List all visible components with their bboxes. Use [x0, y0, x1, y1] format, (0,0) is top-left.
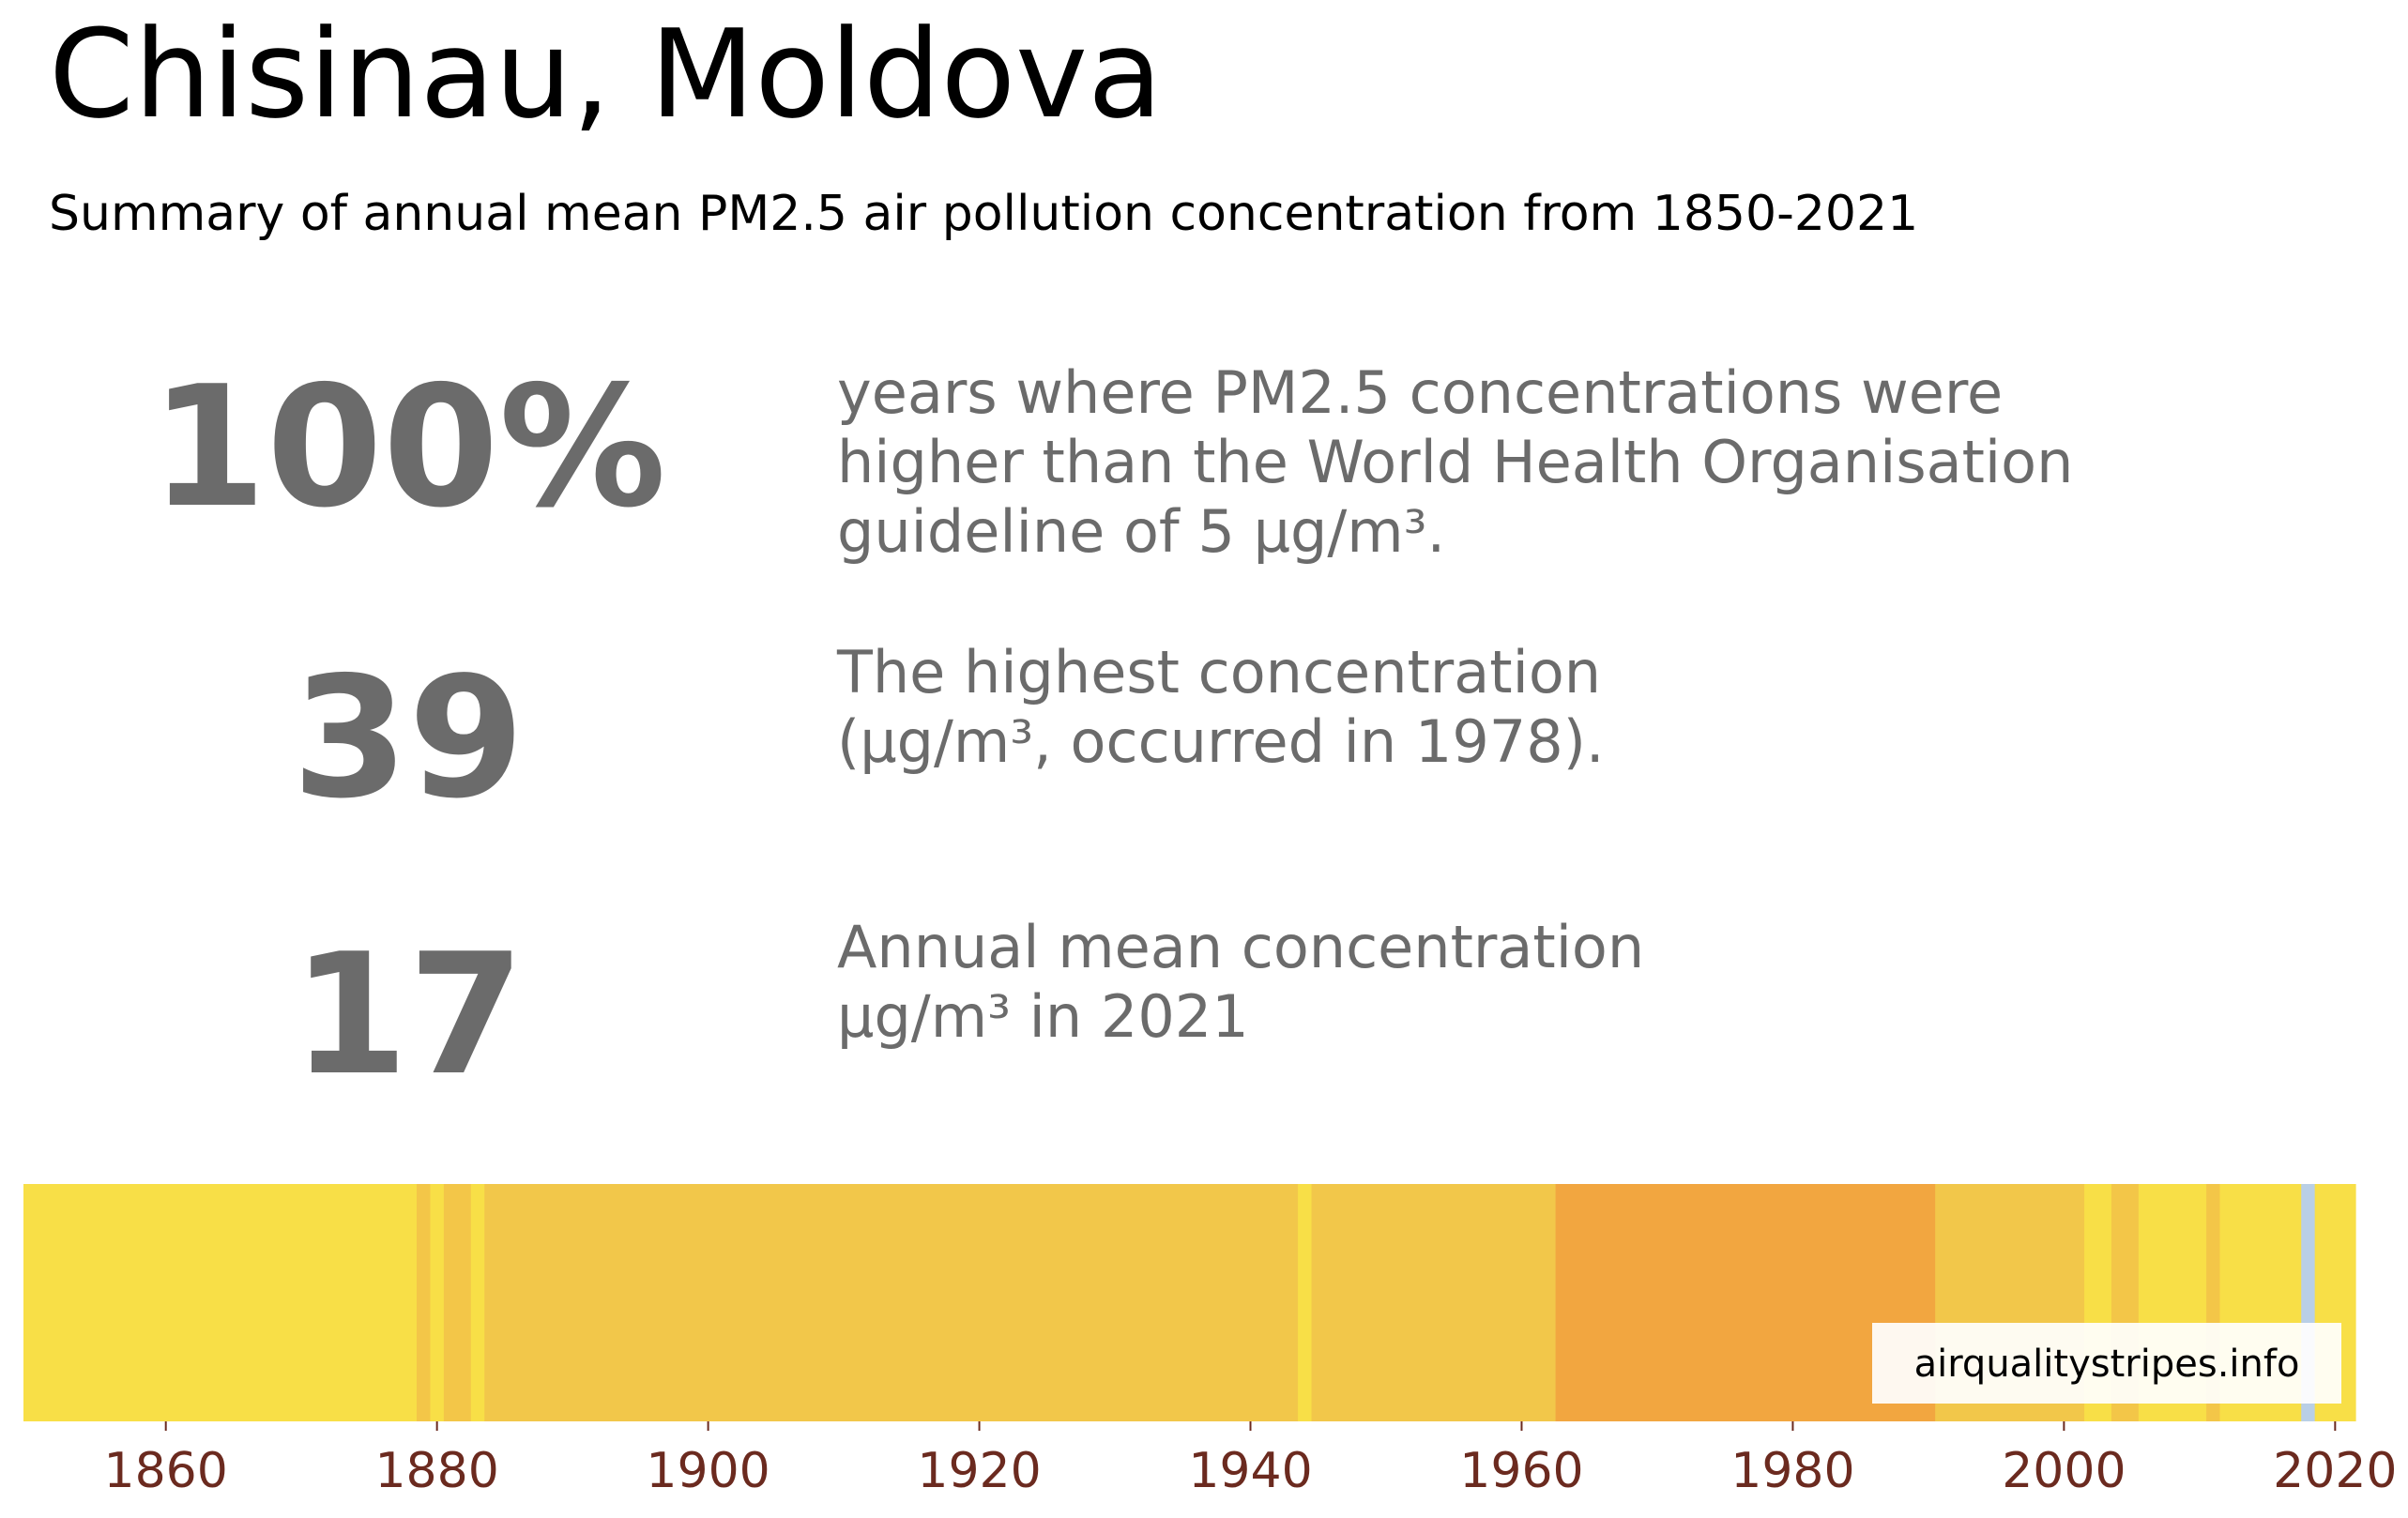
stripe-1881: [443, 1184, 472, 1421]
stripe-1944: [1298, 1184, 1313, 1421]
stat-desc-line: µg/m³ in 2021: [837, 982, 1249, 1051]
x-tick-label: 1940: [1188, 1443, 1312, 1499]
stripe-1884: [484, 1184, 1299, 1421]
stat-value-highest: 39: [292, 641, 525, 835]
x-tick-label: 1900: [646, 1443, 770, 1499]
stripe-group: [23, 1184, 2356, 1421]
watermark-background: [1872, 1323, 2341, 1404]
stat-value-current: 17: [292, 918, 525, 1112]
page-subtitle: Summary of annual mean PM2.5 air polluti…: [49, 186, 1919, 242]
stat-desc-line: guideline of 5 µg/m³.: [837, 497, 1446, 566]
x-tick-label: 2020: [2273, 1443, 2397, 1499]
stripe-1880: [430, 1184, 445, 1421]
x-tick-label: 1860: [104, 1443, 228, 1499]
x-tick-label: 2000: [2002, 1443, 2126, 1499]
stat-desc-line: years where PM2.5 concentrations were: [837, 358, 2004, 427]
watermark-text: airqualitystripes.info: [1914, 1343, 2300, 1386]
x-tick-label: 1920: [917, 1443, 1041, 1499]
x-tick-label: 1880: [374, 1443, 498, 1499]
stat-desc-line: Annual mean concentration: [837, 913, 1645, 981]
stat-desc-line: higher than the World Health Organisatio…: [837, 428, 2074, 496]
x-tick-label: 1980: [1730, 1443, 1854, 1499]
stat-value-exceedance: 100%: [150, 350, 666, 544]
x-tick-label: 1960: [1459, 1443, 1583, 1499]
page-title: Chisinau, Moldova: [49, 3, 1163, 145]
watermark-box: airqualitystripes.info: [1872, 1323, 2341, 1404]
stripe-1883: [470, 1184, 485, 1421]
stripe-1879: [416, 1184, 432, 1421]
stat-desc-exceedance: years where PM2.5 concentrations were hi…: [837, 358, 2073, 567]
stat-desc-line: (µg/m³, occurred in 1978).: [837, 707, 1605, 776]
stat-desc-highest: The highest concentration (µg/m³, occurr…: [837, 638, 1605, 777]
x-axis: 1860 1880 1900 1920 1940 1960 1980 2000 2020: [104, 1421, 2398, 1499]
stripe-1850: [23, 1184, 418, 1421]
stat-desc-line: The highest concentration: [837, 638, 1602, 706]
stat-desc-current: Annual mean concentration µg/m³ in 2021: [837, 913, 1644, 1052]
stripe-1945: [1311, 1184, 1557, 1421]
